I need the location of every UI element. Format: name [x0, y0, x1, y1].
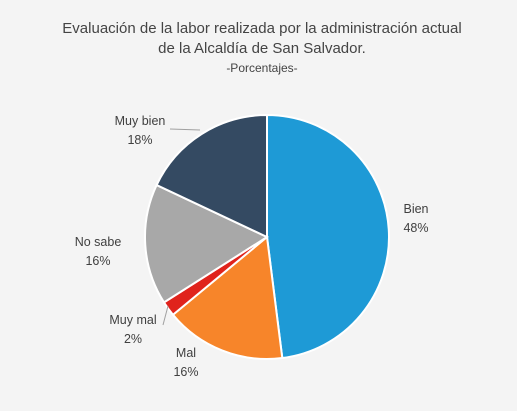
slice-label-value-no-sabe: 16%: [85, 254, 110, 268]
slice-label-name-bien: Bien: [403, 202, 428, 216]
slice-label-value-muy-bien: 18%: [127, 133, 152, 147]
slice-labels: Bien 48% Mal 16% Muy mal 2% No sabe 16% Muy bien…: [75, 114, 429, 379]
slice-label-value-bien: 48%: [403, 221, 428, 235]
pie-slices: [144, 113, 390, 360]
chart-subtitle: -Porcentajes-: [226, 61, 297, 75]
leader-line-muy-mal: [162, 305, 169, 326]
leader-lines: [162, 128, 201, 326]
pie-slice-mal: [171, 235, 284, 360]
chart-title-line2: de la Alcaldía de San Salvador.: [158, 40, 366, 57]
slice-label-name-mal: Mal: [176, 346, 196, 360]
chart-title-line1: Evaluación de la labor realizada por la …: [62, 20, 461, 37]
slice-label-name-muy-mal: Muy mal: [109, 313, 156, 327]
slice-label-name-muy-bien: Muy bien: [115, 114, 166, 128]
pie-slice-muy-bien: [155, 113, 268, 239]
leader-line-muy-bien: [169, 128, 201, 131]
slice-label-value-mal: 16%: [173, 365, 198, 379]
pie-slice-bien: [266, 113, 390, 360]
slice-label-name-no-sabe: No sabe: [75, 235, 122, 249]
slice-label-value-muy-mal: 2%: [124, 332, 142, 346]
pie-slice-no-sabe: [144, 183, 270, 304]
